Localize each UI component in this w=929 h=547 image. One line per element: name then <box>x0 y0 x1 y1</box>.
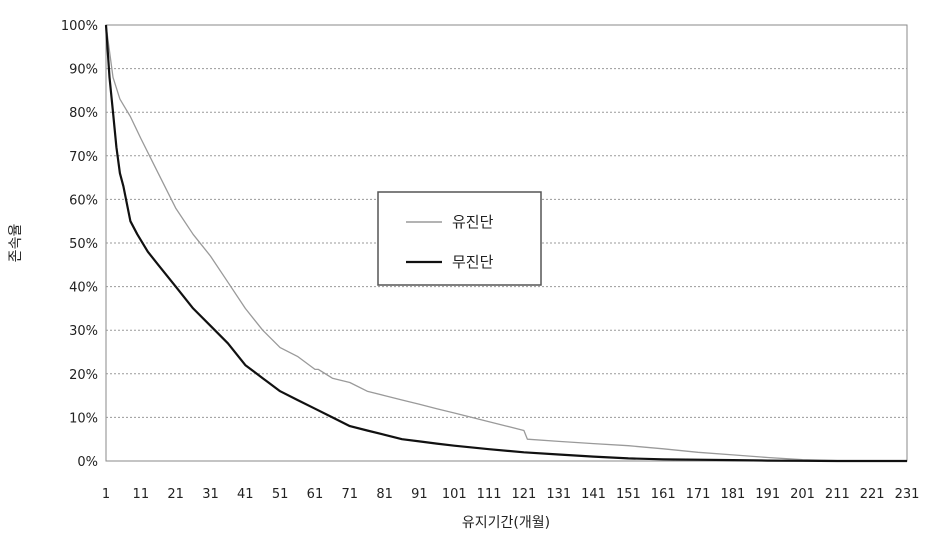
y-tick-label: 30% <box>69 324 98 339</box>
gridlines <box>106 68 907 418</box>
legend: 유진단 무진단 <box>377 191 542 286</box>
y-tick-label: 0% <box>77 455 98 470</box>
x-tick-label: 121 <box>511 487 536 502</box>
x-tick-label: 111 <box>477 487 502 502</box>
x-tick-label: 81 <box>376 487 393 502</box>
x-tick-label: 221 <box>860 487 885 502</box>
y-tick-label: 70% <box>69 150 98 165</box>
series-lines <box>104 24 908 463</box>
x-tick-label: 1 <box>102 487 110 502</box>
y-tick-label: 80% <box>69 106 98 121</box>
y-tick-label: 20% <box>69 368 98 383</box>
x-tick-label: 101 <box>442 487 467 502</box>
x-tick-label: 61 <box>307 487 324 502</box>
x-tick-label: 191 <box>755 487 780 502</box>
y-tick-label: 100% <box>61 19 98 34</box>
y-tick-label: 50% <box>69 237 98 252</box>
x-tick-label: 211 <box>825 487 850 502</box>
y-tick-label: 40% <box>69 281 98 296</box>
y-axis-ticks: 0% 10% 20% 30% 40% 50% 60% 70% 80% 90% 100% <box>61 19 98 470</box>
x-tick-label: 21 <box>167 487 184 502</box>
x-tick-label: 231 <box>895 487 920 502</box>
x-axis-title: 유지기간(개월) <box>462 515 550 531</box>
x-tick-label: 171 <box>686 487 711 502</box>
x-tick-label: 91 <box>411 487 428 502</box>
x-tick-label: 131 <box>546 487 571 502</box>
x-tick-label: 71 <box>342 487 359 502</box>
y-tick-label: 90% <box>69 63 98 78</box>
legend-box <box>377 191 542 286</box>
x-tick-label: 41 <box>237 487 254 502</box>
x-tick-label: 201 <box>790 487 815 502</box>
x-tick-label: 11 <box>133 487 150 502</box>
y-axis-title: 존속율 <box>8 224 24 263</box>
series-line-mujindan <box>104 24 907 463</box>
y-tick-label: 60% <box>69 193 98 208</box>
x-tick-label: 31 <box>202 487 219 502</box>
x-tick-label: 51 <box>272 487 289 502</box>
x-tick-label: 141 <box>581 487 606 502</box>
x-axis-ticks: 1 11 21 31 41 51 61 71 81 91 101 111 121 131 141 151 161… <box>102 487 920 502</box>
legend-label-yujindan: 유진단 <box>452 213 494 231</box>
x-tick-label: 151 <box>616 487 641 502</box>
x-tick-label: 181 <box>720 487 745 502</box>
series-line-yujindan <box>105 24 908 462</box>
legend-label-mujindan: 무진단 <box>452 253 494 271</box>
y-tick-label: 10% <box>69 411 98 426</box>
x-tick-label: 161 <box>651 487 676 502</box>
